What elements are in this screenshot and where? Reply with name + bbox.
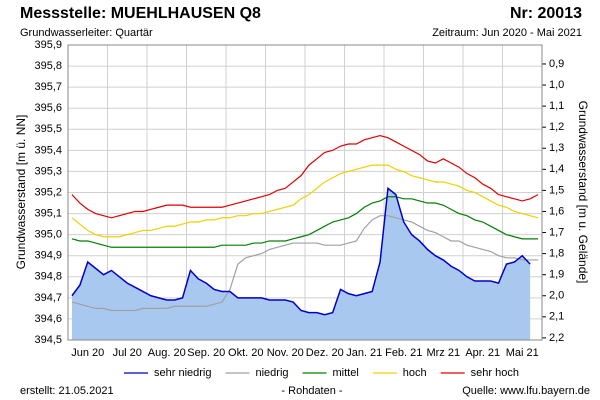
y-tick-label: 395,7 [34,81,62,93]
plot-frame [67,44,543,341]
y2-tick-label: 2,0 [549,290,564,302]
legend-label: niedrig [255,367,288,379]
station-number: Nr: 20013 [510,5,582,22]
x-tick-label: Jan. 21 [346,347,382,359]
y-tick-label: 395,9 [34,39,62,51]
y-tick-label: 395,0 [34,229,62,241]
y-tick-label: 395,8 [34,60,62,72]
caption: - Rohdaten - [281,385,342,397]
y-tick-label: 395,2 [34,186,62,198]
y2-tick-label: 2,2 [549,332,564,344]
raw-area [71,188,531,340]
x-tick-label: Apr. 21 [465,347,500,359]
legend-label: hoch [403,367,427,379]
x-tick-label: Dez. 20 [306,347,344,359]
y2-tick-label: 1,1 [549,100,564,112]
y-axis-label: Grundwasserstand [m ü. NN] [14,115,28,270]
y2-tick-label: 1,2 [549,121,564,133]
y-tick-label: 394,5 [34,334,62,346]
x-tick-label: Sep. 20 [187,347,225,359]
percentile-line [71,164,539,238]
x-tick-label: Nov. 20 [267,347,304,359]
legend-label: sehr hoch [471,367,519,379]
x-tick-label: Feb. 21 [385,347,422,359]
y-tick-label: 395,1 [34,207,62,219]
percentile-line [71,134,539,219]
y2-tick-label: 1,5 [549,184,564,196]
y-tick-label: 395,5 [34,123,62,135]
legend-label: sehr niedrig [154,367,211,379]
x-tick-label: Mai 21 [506,347,539,359]
source: Quelle: www.lfu.bayern.de [462,385,590,397]
y2-tick-label: 1,0 [549,79,564,91]
y2-tick-label: 1,3 [549,142,564,154]
y-tick-label: 395,3 [34,165,62,177]
y2-tick-label: 1,9 [549,269,564,281]
y2-tick-label: 1,4 [549,163,564,175]
y-tick-label: 395,6 [34,102,62,114]
y-tick-label: 395,4 [34,144,62,156]
y2-tick-label: 2,1 [549,311,564,323]
chart-title: Messstelle: MUEHLHAUSEN Q8 [20,5,261,22]
x-tick-label: Okt. 20 [228,347,263,359]
y-tick-label: 394,7 [34,292,62,304]
y2-tick-label: 1,6 [549,205,564,217]
legend-label: mittel [333,367,359,379]
subtitle: Grundwasserleiter: Quartär [20,27,153,39]
y-tick-label: 394,6 [34,313,62,325]
y-tick-label: 394,9 [34,250,62,262]
y-tick-label: 394,8 [34,271,62,283]
created-date: erstellt: 21.05.2021 [20,385,114,397]
period: Zeitraum: Jun 2020 - Mai 2021 [432,27,582,39]
y2-tick-label: 1,7 [549,226,564,238]
y2-tick-label: 0,9 [549,58,564,70]
x-tick-label: Jul 20 [113,347,142,359]
y2-axis-label: Grundwasserstand [m u. Gelände] [576,101,590,284]
percentile-line [71,196,539,248]
x-tick-label: Jun 20 [71,347,104,359]
x-tick-label: Mrz 21 [426,347,460,359]
raw-line [71,186,531,316]
x-tick-label: Aug. 20 [148,347,186,359]
percentile-line [71,215,539,312]
y2-tick-label: 1,8 [549,248,564,260]
